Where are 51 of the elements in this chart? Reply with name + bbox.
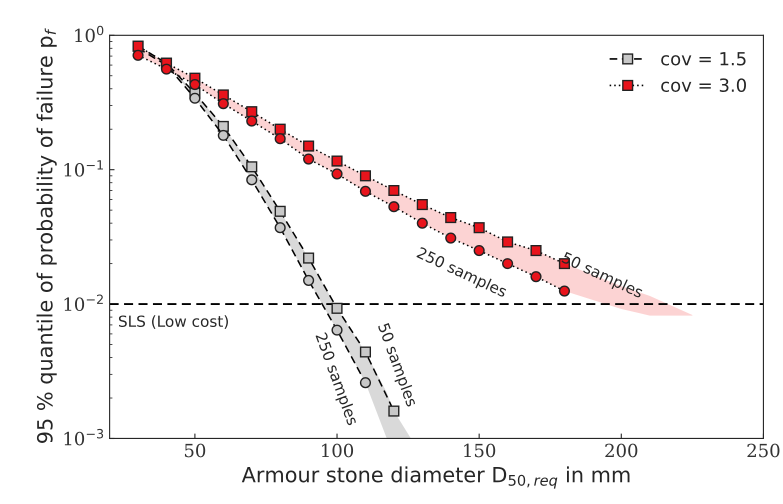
- y-tick-label: 10$^{0}$: [75, 26, 104, 42]
- y-tick-label: 10$^{−2}$: [64, 294, 103, 312]
- point: [474, 245, 485, 256]
- y-tick-label: 10$^{−3}$: [64, 428, 104, 446]
- point: [246, 116, 258, 127]
- point: [530, 271, 542, 282]
- x-tick-label: 100: [322, 444, 354, 458]
- point: [558, 286, 570, 297]
- point: [445, 212, 456, 224]
- point: [416, 218, 428, 229]
- point: [246, 174, 258, 186]
- point: [218, 130, 229, 141]
- point: [360, 186, 372, 197]
- x-tick-label: 50: [184, 444, 206, 458]
- point: [388, 201, 400, 212]
- point: [189, 92, 200, 104]
- legend-label: cov = 3.0: [661, 78, 746, 92]
- point: [303, 274, 314, 286]
- point: [274, 133, 286, 144]
- point: [189, 78, 200, 90]
- point: [474, 222, 485, 234]
- x-axis-title: Armour stone diameter D$_{50,req}$ in mm: [242, 466, 630, 489]
- legend-label: cov = 1.5: [661, 52, 746, 66]
- point: [388, 184, 400, 196]
- x-tick-label: 150: [464, 444, 496, 458]
- x-tick-label: 250: [747, 444, 780, 458]
- point: [303, 252, 314, 264]
- point: [246, 106, 258, 118]
- point: [331, 155, 343, 167]
- point: [530, 245, 542, 256]
- point: [274, 222, 286, 234]
- point: [360, 377, 372, 388]
- y-axis-title: 95 % quantile of probability of failure p$_{f}$: [36, 28, 57, 443]
- point: [274, 124, 286, 135]
- point: [303, 140, 314, 152]
- point: [246, 161, 258, 172]
- point: [274, 206, 286, 217]
- point: [331, 302, 343, 314]
- x-tick-label: 200: [605, 444, 638, 458]
- point: [416, 199, 428, 210]
- point: [331, 168, 343, 180]
- point: [502, 236, 514, 248]
- point: [132, 50, 144, 61]
- point: [445, 232, 456, 244]
- point: [160, 64, 172, 75]
- point: [218, 98, 229, 110]
- ref-line-label: SLS (Low cost): [118, 315, 228, 329]
- point: [303, 153, 314, 165]
- point: [360, 346, 372, 358]
- y-tick-label: 10$^{−1}$: [64, 160, 103, 177]
- point: [360, 170, 372, 182]
